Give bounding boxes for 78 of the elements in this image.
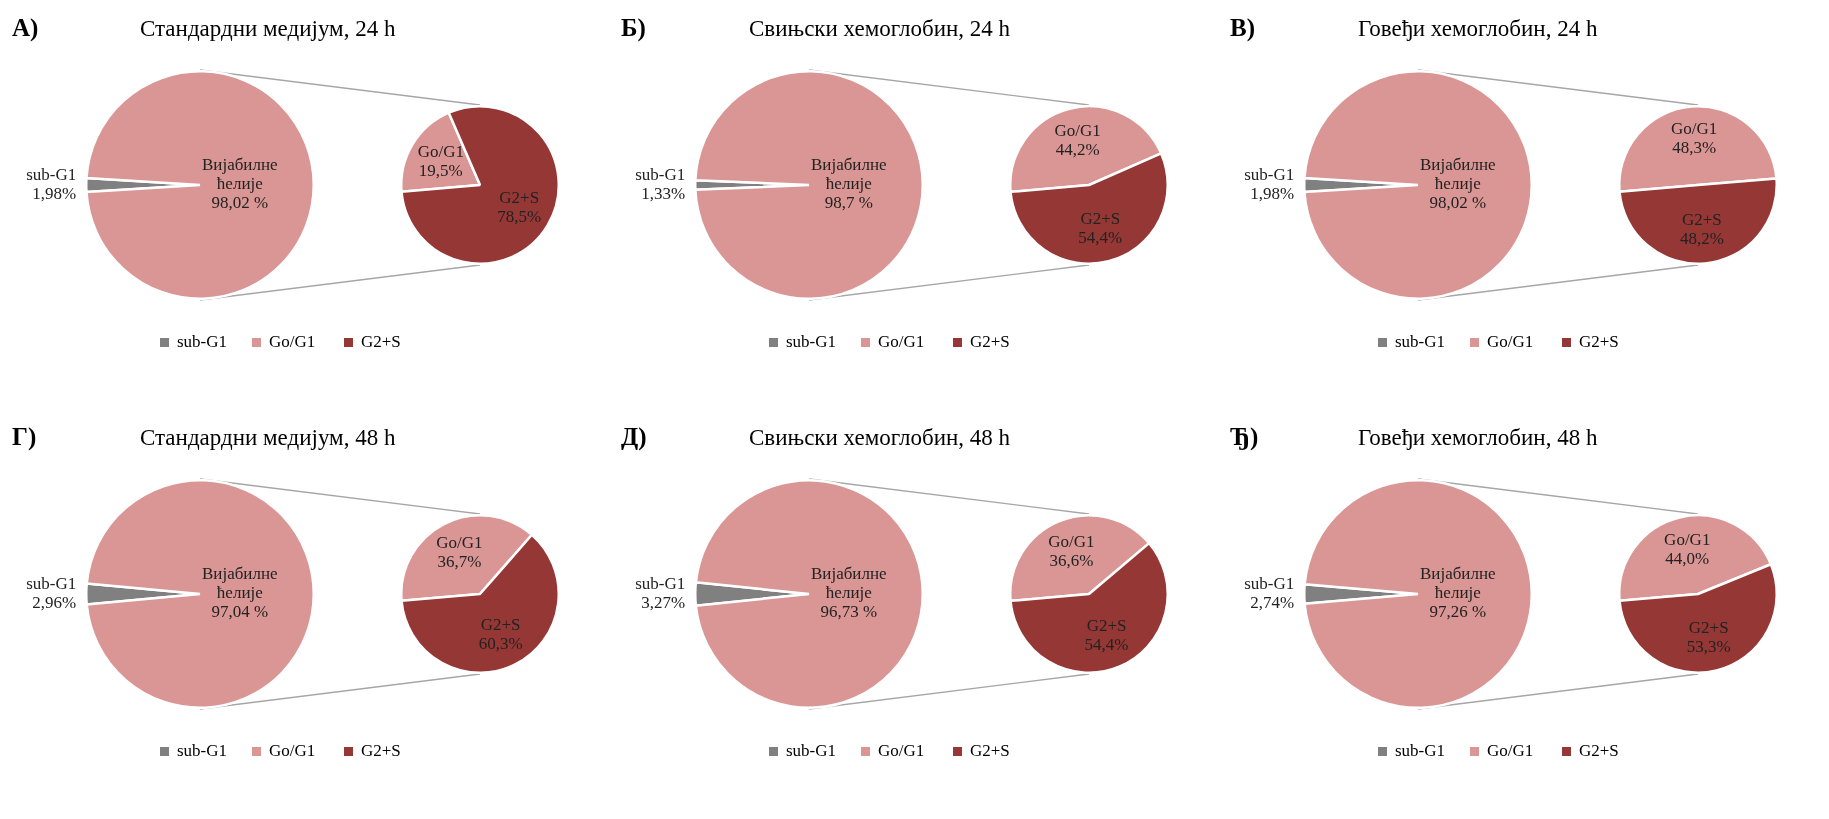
text: А) [12,14,39,42]
data-label: 48,2% [1679,229,1724,249]
legend-label: Go/G1 [877,741,925,761]
legend-label: sub-G1 [176,332,228,352]
slice-label: G2+S [1688,618,1729,638]
text: Б) [621,14,646,42]
chart-title: Говеђи хемоглобин, 48 h [1358,425,1598,451]
legend-label: G2+S [1578,741,1619,761]
slice-label: Go/G1 [1054,120,1101,140]
data-label: 2,74% [1250,592,1295,612]
data-label: 96,73 % [820,602,878,622]
legend-label: sub-G1 [1394,332,1446,352]
legend-label: sub-G1 [1394,741,1446,761]
slice-label: sub-G1 [1244,164,1295,184]
data-label: 54,4% [1078,228,1123,248]
chart-title: Стандардни медијум, 24 h [140,16,396,42]
data-label: 36,7% [437,552,482,572]
data-label: 53,3% [1686,637,1731,657]
data-label: 1,98% [32,183,77,203]
legend-label: sub-G1 [785,332,837,352]
slice-label: sub-G1 [635,164,686,184]
data-label: 2,96% [32,592,77,612]
slice-label: Go/G1 [1670,119,1718,139]
chart-title: Свињски хемоглобин, 24 h [749,16,1011,42]
slice-label: sub-G1 [26,164,77,184]
chart-title: Говеђи хемоглобин, 24 h [1358,16,1598,42]
legend-label: G2+S [360,332,401,352]
data-label: 98,02 % [1429,193,1487,213]
legend-label: sub-G1 [785,741,837,761]
slice-label: G2+S [1681,210,1722,230]
slice-label: Go/G1 [436,533,483,553]
slice-label: Go/G1 [1048,531,1095,551]
slice-label: Вијабилне ћелије [202,564,278,603]
data-label: 44,0% [1665,548,1710,568]
chart-title: Свињски хемоглобин, 48 h [749,425,1011,451]
legend-label: Go/G1 [877,332,925,352]
slice-label: G2+S [1086,616,1127,636]
legend-label: Go/G1 [268,741,316,761]
data-label: 3,27% [641,592,686,612]
legend-label: sub-G1 [176,741,228,761]
legend-label: G2+S [969,332,1010,352]
data-label: 60,3% [478,633,523,653]
data-label: 97,04 % [211,602,269,622]
text: Г) [12,423,37,451]
data-label: 19,5% [418,160,463,180]
slice-label: G2+S [1080,209,1121,229]
legend-label: G2+S [969,741,1010,761]
chart-title: Стандардни медијум, 48 h [140,425,396,451]
slice-label: Go/G1 [1664,529,1711,549]
data-label: 1,98% [1250,183,1295,203]
slice-label: Вијабилне ћелије [1420,155,1496,194]
slice-label: sub-G1 [635,573,686,593]
slice-label: Вијабилне ћелије [202,155,278,194]
slice-label: Вијабилне ћелије [1420,564,1496,603]
slice-label: sub-G1 [26,573,77,593]
data-label: 1,33% [641,183,686,203]
slice-label: Вијабилне ћелије [811,564,887,603]
legend-label: G2+S [360,741,401,761]
data-label: 98,02 % [211,193,269,213]
slice-label: Вијабилне ћелије [811,155,887,194]
legend-label: G2+S [1578,332,1619,352]
data-label: 97,26 % [1429,602,1487,622]
legend-label: Go/G1 [1486,741,1534,761]
slice-label: G2+S [499,188,540,208]
text: Ђ) [1230,423,1259,451]
data-label: 78,5% [497,207,542,227]
legend-label: Go/G1 [268,332,316,352]
data-label: 54,4% [1084,635,1129,655]
text: Д) [621,423,647,451]
text: В) [1230,14,1255,42]
slice-label: Go/G1 [417,141,464,161]
slice-label: G2+S [480,614,521,634]
legend-label: Go/G1 [1486,332,1534,352]
slice-label: sub-G1 [1244,573,1295,593]
data-label: 48,3% [1672,138,1717,158]
data-label: 36,6% [1049,550,1094,570]
data-label: 98,7 % [824,193,873,213]
data-label: 44,2% [1055,139,1100,159]
